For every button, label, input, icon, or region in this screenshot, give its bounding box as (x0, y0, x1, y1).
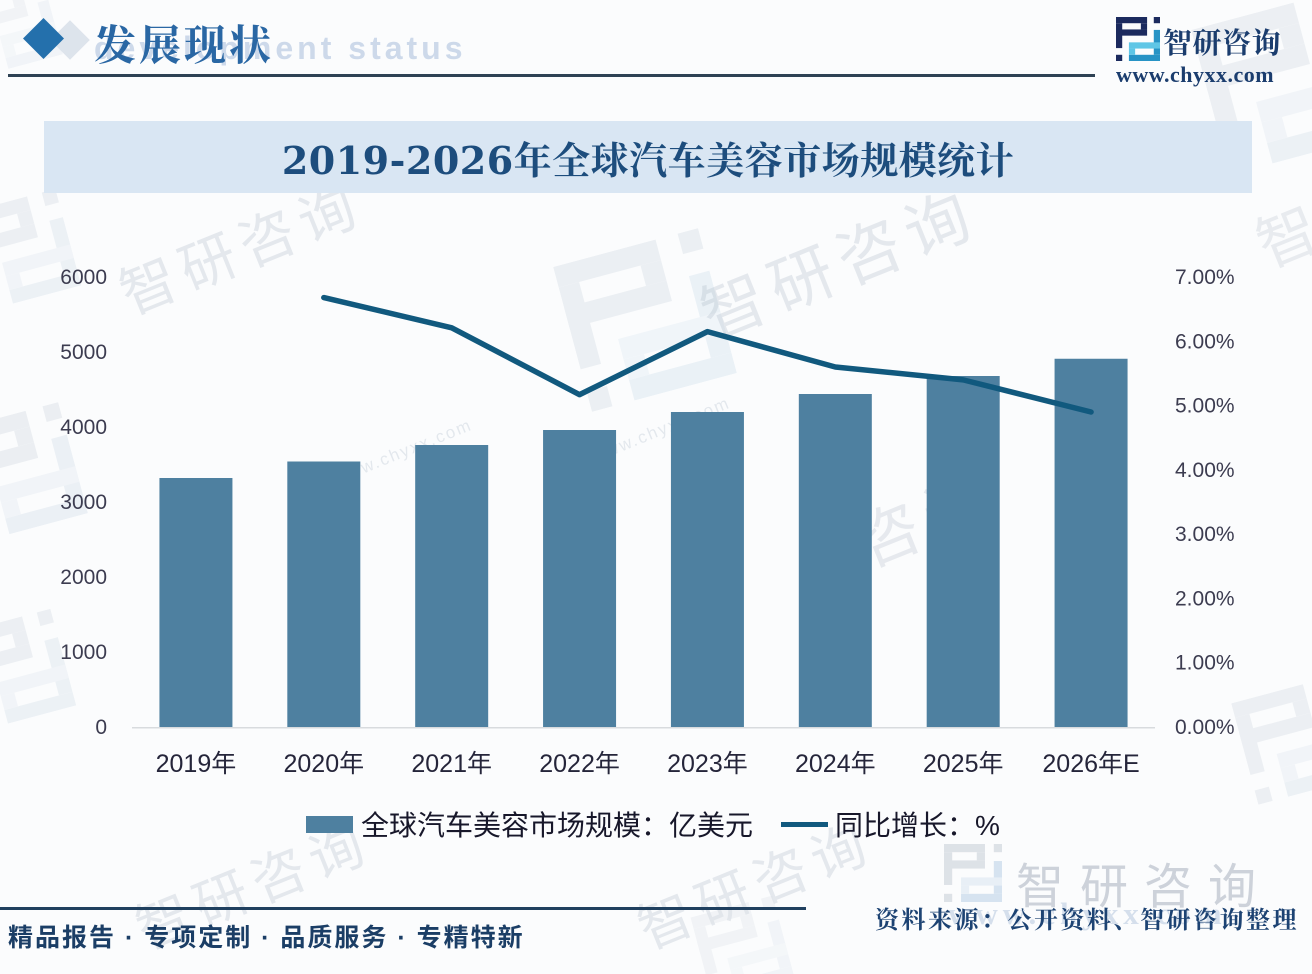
x-axis-category-label: 2023年 (667, 750, 748, 778)
x-axis-category-label: 2022年 (539, 750, 620, 778)
x-axis-category-label: 2024年 (795, 750, 876, 778)
right-axis-tick-label: 6.00% (1175, 330, 1235, 353)
left-axis-tick-label: 5000 (60, 341, 107, 364)
right-axis-tick-label: 3.00% (1175, 523, 1235, 546)
source-note: 资料来源：公开资料、智研咨询整理 (875, 908, 1299, 934)
bar (926, 376, 1000, 727)
right-axis-tick-label: 4.00% (1175, 459, 1235, 482)
bar (1054, 358, 1128, 727)
left-axis-tick-label: 6000 (60, 266, 107, 289)
left-axis-tick-label: 0 (95, 716, 107, 739)
left-axis-tick-label: 1000 (60, 641, 107, 664)
bar (543, 430, 617, 727)
x-axis-category-label: 2019年 (156, 750, 237, 778)
chart-title-bar: 2019-2026年全球汽车美容市场规模统计 (44, 121, 1252, 193)
left-axis-tick-label: 2000 (60, 566, 107, 589)
footer-slogan: 精品报告 · 专项定制 · 品质服务 · 专精特新 (8, 924, 525, 952)
right-axis-tick-label: 5.00% (1175, 395, 1235, 418)
legend-line-swatch (781, 821, 829, 827)
right-axis-tick-label: 1.00% (1175, 652, 1235, 675)
bar (159, 478, 233, 727)
x-axis-category-label: 2020年 (284, 750, 365, 778)
right-axis-tick-label: 7.00% (1175, 266, 1235, 289)
x-axis-category-label: 2021年 (411, 750, 492, 778)
source-watermark-brand: 智研咨询 (1016, 847, 1273, 917)
footer-divider (0, 907, 806, 910)
source-watermark-url: www.chyxx.com (948, 896, 1227, 931)
bar (287, 461, 361, 727)
bar (415, 445, 489, 727)
legend-line-label: 同比增长：% (835, 810, 1000, 841)
legend-bar-label: 全球汽车美容市场规模：亿美元 (361, 810, 754, 841)
right-axis-tick-label: 2.00% (1175, 587, 1235, 610)
right-axis-tick-label: 0.00% (1175, 716, 1235, 739)
left-axis-tick-label: 4000 (60, 416, 107, 439)
x-axis-category-label: 2025年 (923, 750, 1004, 778)
bar (670, 412, 744, 727)
x-axis-category-label: 2026年E (1042, 750, 1139, 778)
chart-legend: 全球汽车美容市场规模：亿美元 同比增长：% (306, 804, 1000, 844)
left-axis-tick-label: 3000 (60, 491, 107, 514)
legend-bar-swatch (306, 815, 353, 833)
chart-title: 2019-2026年全球汽车美容市场规模统计 (281, 137, 1015, 183)
bar (798, 394, 872, 727)
